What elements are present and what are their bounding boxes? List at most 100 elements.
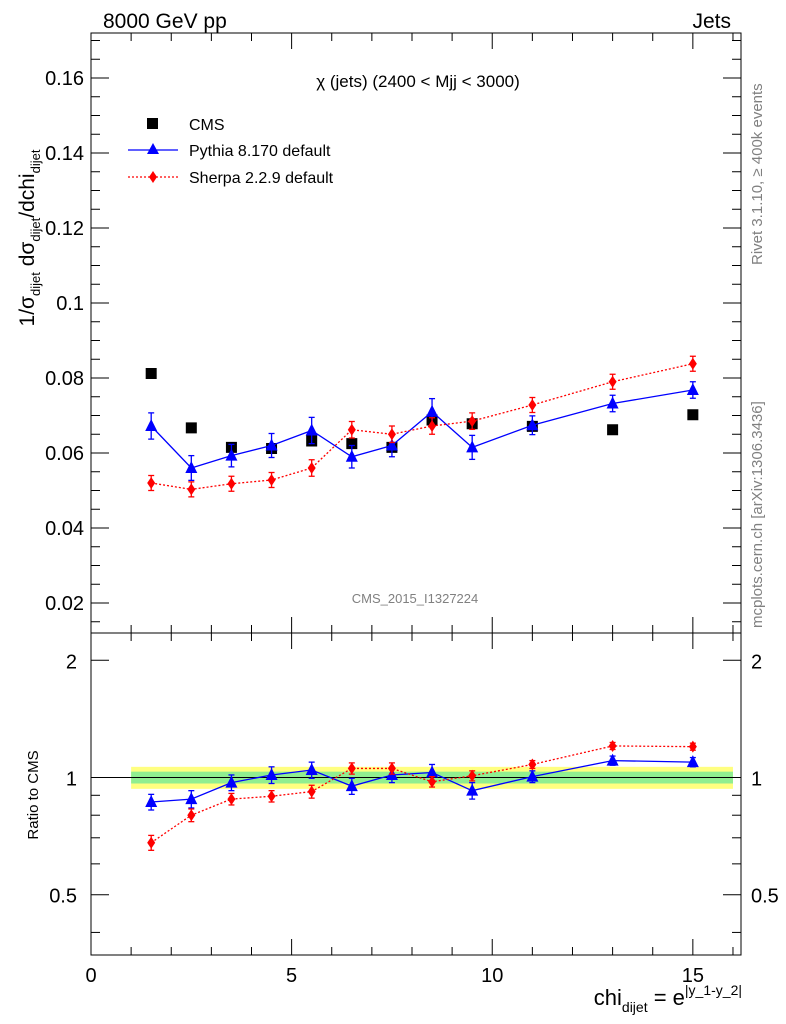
rivet-info: Rivet 3.1.10, ≥ 400k events	[749, 83, 766, 265]
main-y-axis-label: 1/σdijet dσdijet/dchidijet	[16, 149, 43, 326]
point-sherpa	[468, 415, 477, 428]
legend-label-sherpa: Sherpa 2.2.9 default	[189, 170, 334, 187]
ratio-point-pythia	[526, 769, 539, 782]
legend-marker-sherpa	[149, 171, 157, 183]
ratio-y-axis-label: Ratio to CMS	[25, 750, 42, 839]
legend-marker-pythia	[147, 143, 159, 154]
point-cms	[607, 424, 619, 436]
ratio-point-pythia	[185, 792, 198, 805]
ratio-point-pythia	[686, 755, 699, 768]
point-cms	[185, 422, 197, 434]
ratio-point-pythia	[345, 779, 358, 792]
chart-title: χ (jets) (2400 < Mjj < 3000)	[316, 72, 520, 91]
y-tick-label: 0.08	[45, 368, 84, 390]
ratio-point-sherpa	[227, 793, 236, 806]
point-pythia	[606, 396, 619, 409]
point-pythia	[466, 440, 479, 453]
y-tick-label: 0.06	[45, 443, 84, 465]
y-tick-label: 0.1	[56, 293, 84, 315]
ratio-line-sherpa	[150, 745, 693, 844]
ratio-y-axis-label-text: Ratio to CMS	[25, 750, 42, 839]
point-sherpa	[528, 399, 537, 411]
ratio-point-sherpa	[387, 762, 396, 775]
ratio-y-tick-label: 2	[66, 651, 77, 673]
point-pythia	[385, 438, 398, 451]
point-pythia	[526, 418, 539, 431]
ratio-point-sherpa	[347, 762, 356, 775]
ratio-point-sherpa	[688, 740, 697, 753]
legend-label-pythia: Pythia 8.170 default	[189, 143, 331, 160]
point-pythia	[426, 404, 439, 417]
y-tick-label: 0.16	[45, 68, 84, 90]
point-sherpa	[307, 462, 316, 474]
x-tick-label: 15	[682, 965, 704, 987]
legend-label-cms: CMS	[189, 117, 225, 134]
x-tick-label: 10	[481, 965, 503, 987]
main-series	[145, 355, 699, 498]
ratio-point-pythia	[225, 775, 238, 788]
point-sherpa	[428, 420, 437, 432]
ratio-point-pythia	[265, 767, 278, 780]
ratio-point-sherpa	[608, 739, 617, 752]
x-tick-label: 5	[286, 965, 297, 987]
ratio-point-sherpa	[428, 775, 437, 788]
y-tick-label: 0.02	[45, 593, 84, 615]
point-cms	[687, 409, 699, 421]
header-right-label: Jets	[692, 10, 731, 33]
point-sherpa	[688, 357, 697, 370]
axis-ticks	[90, 33, 741, 955]
legend-marker-cms	[147, 118, 158, 129]
rivet-info-text: Rivet 3.1.10, ≥ 400k events	[749, 83, 766, 265]
y-tick-label: 0.14	[45, 143, 84, 165]
ratio-y-tick-label: 0.5	[49, 886, 77, 908]
point-sherpa	[387, 428, 396, 441]
ratio-y-tick-label-right: 1	[751, 768, 762, 790]
line-sherpa	[151, 363, 693, 491]
ratio-uncertainty-band	[91, 766, 741, 789]
ratio-point-pythia	[606, 753, 619, 766]
point-sherpa	[267, 474, 276, 486]
ratio-point-pythia	[426, 765, 439, 778]
ratio-y-tick-label-right: 2	[751, 651, 762, 673]
point-sherpa	[147, 477, 156, 489]
ratio-y-tick-label-right: 0.5	[751, 886, 779, 908]
mcplots-info: mcplots.cern.ch [arXiv:1306.3436]	[749, 401, 766, 628]
header-left-label: 8000 GeV pp	[103, 10, 227, 33]
mcplots-info-text: mcplots.cern.ch [arXiv:1306.3436]	[749, 401, 766, 628]
point-pythia	[686, 383, 699, 395]
ratio-point-sherpa	[147, 836, 156, 849]
ratio-point-sherpa	[307, 785, 316, 798]
ratio-series	[145, 739, 699, 851]
x-axis-label: chidijet = e|y_1-y_2|	[594, 982, 742, 1015]
point-pythia	[145, 419, 158, 431]
point-pythia	[305, 423, 318, 436]
point-pythia	[225, 448, 238, 461]
y-tick-label: 0.04	[45, 518, 84, 540]
point-pythia	[185, 461, 198, 473]
ratio-y-tick-label: 1	[66, 768, 77, 790]
point-pythia	[345, 449, 358, 462]
ratio-line-pythia	[151, 759, 693, 803]
y-tick-label: 0.12	[45, 218, 84, 240]
legend: CMS Pythia 8.170 default Sherpa 2.2.9 de…	[128, 117, 334, 187]
ratio-point-sherpa	[468, 769, 477, 782]
ratio-point-pythia	[145, 795, 158, 808]
axis-tick-labels: 0 5 10 15 0.02 0.04 0.06 0.08 0.1 0.12 0.14 0.16 0.5…	[45, 68, 779, 987]
point-sherpa	[608, 375, 617, 388]
point-pythia	[265, 438, 278, 451]
point-cms	[145, 368, 157, 379]
line-pythia	[150, 389, 693, 469]
main-y-axis-label-text: 1/σdijet dσdijet/dchidijet	[16, 149, 43, 326]
ratio-point-pythia	[466, 783, 479, 796]
ratio-plot-frame	[90, 632, 742, 956]
point-sherpa	[227, 477, 236, 490]
point-sherpa	[187, 483, 196, 496]
point-sherpa	[347, 423, 356, 436]
ratio-point-sherpa	[528, 758, 537, 771]
ratio-point-pythia	[305, 763, 318, 776]
point-cms	[346, 438, 358, 450]
analysis-watermark: CMS_2015_I1327224	[352, 591, 479, 606]
x-tick-label: 0	[85, 965, 96, 987]
ratio-point-sherpa	[187, 809, 196, 822]
